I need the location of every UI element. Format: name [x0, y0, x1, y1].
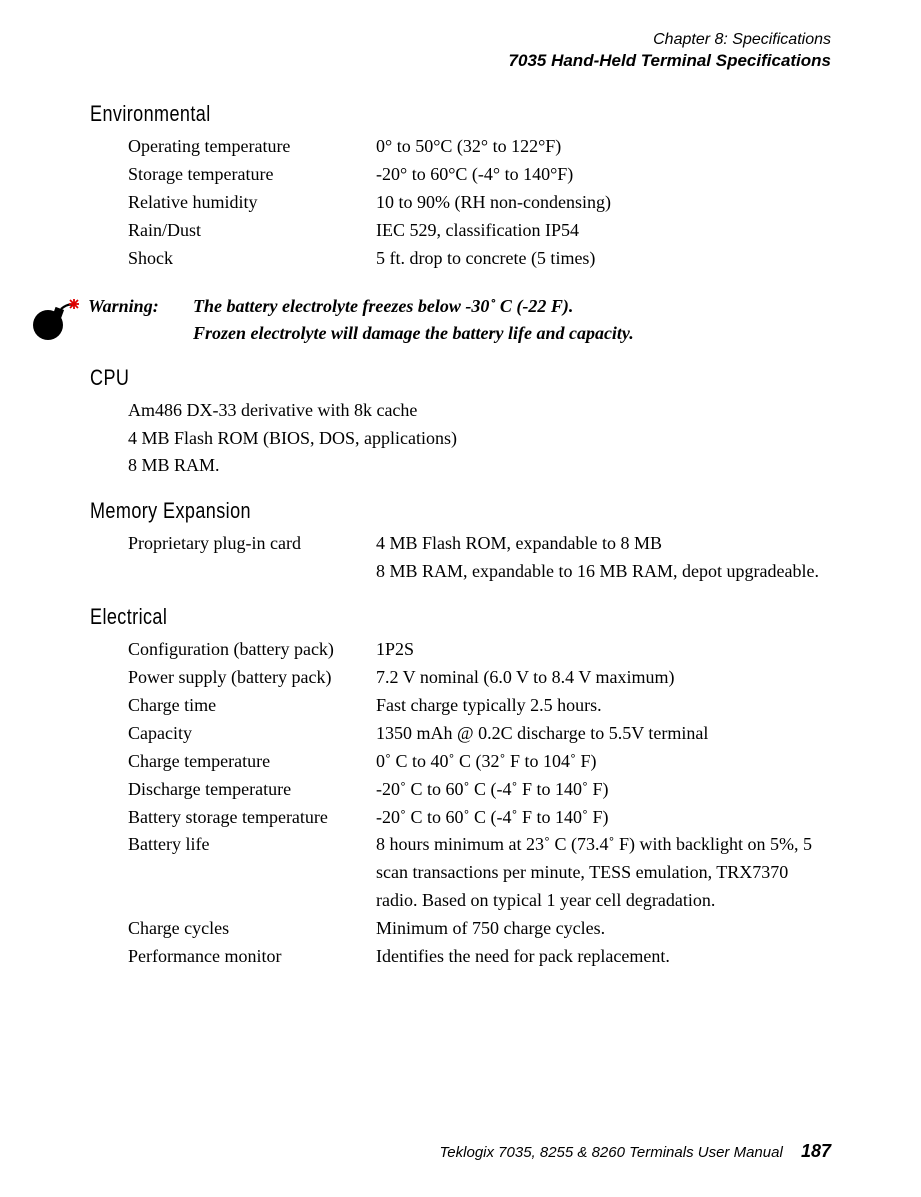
- page-footer: Teklogix 7035, 8255 & 8260 Terminals Use…: [440, 1141, 831, 1162]
- spec-label: Charge cycles: [128, 915, 376, 943]
- spec-label: Charge temperature: [128, 748, 376, 776]
- cpu-line: Am486 DX-33 derivative with 8k cache: [128, 397, 831, 425]
- spec-label: Storage temperature: [128, 161, 376, 189]
- spec-row: Rain/DustIEC 529, classification IP54: [128, 217, 831, 245]
- footer-page-number: 187: [801, 1141, 831, 1161]
- spec-row: Performance monitorIdentifies the need f…: [128, 943, 831, 971]
- spec-label: Capacity: [128, 720, 376, 748]
- spec-value: -20° to 60°C (-4° to 140°F): [376, 161, 831, 189]
- spec-row: Charge cyclesMinimum of 750 charge cycle…: [128, 915, 831, 943]
- spec-value: 10 to 90% (RH non-condensing): [376, 189, 831, 217]
- warning-line2: Frozen electrolyte will damage the batte…: [193, 323, 634, 343]
- memory-body: Proprietary plug-in card4 MB Flash ROM, …: [128, 530, 831, 586]
- electrical-body: Configuration (battery pack)1P2S Power s…: [128, 636, 831, 971]
- cpu-body: Am486 DX-33 derivative with 8k cache 4 M…: [128, 397, 831, 481]
- spec-row: Charge timeFast charge typically 2.5 hou…: [128, 692, 831, 720]
- spec-value: 4 MB Flash ROM, expandable to 8 MB: [376, 530, 831, 558]
- spec-row: Power supply (battery pack)7.2 V nominal…: [128, 664, 831, 692]
- spec-row: Storage temperature-20° to 60°C (-4° to …: [128, 161, 831, 189]
- cpu-line: 8 MB RAM.: [128, 452, 831, 480]
- spec-label: Charge time: [128, 692, 376, 720]
- spec-value: -20˚ C to 60˚ C (-4˚ F to 140˚ F): [376, 804, 831, 832]
- spec-value: Fast charge typically 2.5 hours.: [376, 692, 831, 720]
- spec-value: Minimum of 750 charge cycles.: [376, 915, 831, 943]
- spec-value: 1P2S: [376, 636, 831, 664]
- environmental-heading: Environmental: [90, 101, 698, 127]
- spec-label: Configuration (battery pack): [128, 636, 376, 664]
- spec-value: Identifies the need for pack replacement…: [376, 943, 831, 971]
- spec-row: 8 MB RAM, expandable to 16 MB RAM, depot…: [128, 558, 831, 586]
- warning-line1: The battery electrolyte freezes below -3…: [193, 296, 573, 316]
- spec-row: Shock5 ft. drop to concrete (5 times): [128, 245, 831, 273]
- footer-text: Teklogix 7035, 8255 & 8260 Terminals Use…: [440, 1144, 783, 1161]
- page-header: Chapter 8: Specifications 7035 Hand-Held…: [90, 30, 831, 71]
- warning-text: Warning:The battery electrolyte freezes …: [88, 293, 634, 347]
- memory-heading: Memory Expansion: [90, 498, 698, 524]
- spec-value: 0° to 50°C (32° to 122°F): [376, 133, 831, 161]
- header-chapter: Chapter 8: Specifications: [90, 30, 831, 50]
- spec-label: Performance monitor: [128, 943, 376, 971]
- header-title: 7035 Hand-Held Terminal Specifications: [90, 50, 831, 71]
- spec-value: 5 ft. drop to concrete (5 times): [376, 245, 831, 273]
- spec-value: -20˚ C to 60˚ C (-4˚ F to 140˚ F): [376, 776, 831, 804]
- spec-label: Power supply (battery pack): [128, 664, 376, 692]
- environmental-body: Operating temperature0° to 50°C (32° to …: [128, 133, 831, 272]
- spec-value: 8 hours minimum at 23˚ C (73.4˚ F) with …: [376, 831, 831, 915]
- spec-row: Discharge temperature-20˚ C to 60˚ C (-4…: [128, 776, 831, 804]
- spec-row: Battery storage temperature-20˚ C to 60˚…: [128, 804, 831, 832]
- spec-label: Battery life: [128, 831, 376, 915]
- spec-row: Relative humidity10 to 90% (RH non-conde…: [128, 189, 831, 217]
- spec-label: Shock: [128, 245, 376, 273]
- cpu-heading: CPU: [90, 365, 698, 391]
- warning-block: Warning:The battery electrolyte freezes …: [28, 293, 831, 347]
- spec-label: [128, 558, 376, 586]
- spec-row: Proprietary plug-in card4 MB Flash ROM, …: [128, 530, 831, 558]
- spec-label: Relative humidity: [128, 189, 376, 217]
- spec-value: IEC 529, classification IP54: [376, 217, 831, 245]
- cpu-line: 4 MB Flash ROM (BIOS, DOS, applications): [128, 425, 831, 453]
- warning-body: The battery electrolyte freezes below -3…: [193, 293, 634, 347]
- spec-value: 0˚ C to 40˚ C (32˚ F to 104˚ F): [376, 748, 831, 776]
- spec-value: 8 MB RAM, expandable to 16 MB RAM, depot…: [376, 558, 831, 586]
- spec-row: Capacity1350 mAh @ 0.2C discharge to 5.5…: [128, 720, 831, 748]
- spec-row: Operating temperature0° to 50°C (32° to …: [128, 133, 831, 161]
- spec-row: Battery life8 hours minimum at 23˚ C (73…: [128, 831, 831, 915]
- spec-row: Configuration (battery pack)1P2S: [128, 636, 831, 664]
- spec-row: Charge temperature0˚ C to 40˚ C (32˚ F t…: [128, 748, 831, 776]
- spec-value: 7.2 V nominal (6.0 V to 8.4 V maximum): [376, 664, 831, 692]
- spec-label: Discharge temperature: [128, 776, 376, 804]
- spec-label: Operating temperature: [128, 133, 376, 161]
- spec-label: Rain/Dust: [128, 217, 376, 245]
- spec-value: 1350 mAh @ 0.2C discharge to 5.5V termin…: [376, 720, 831, 748]
- spec-label: Battery storage temperature: [128, 804, 376, 832]
- warning-label: Warning:: [88, 293, 193, 320]
- bomb-icon: [28, 295, 80, 346]
- electrical-heading: Electrical: [90, 604, 698, 630]
- spec-label: Proprietary plug-in card: [128, 530, 376, 558]
